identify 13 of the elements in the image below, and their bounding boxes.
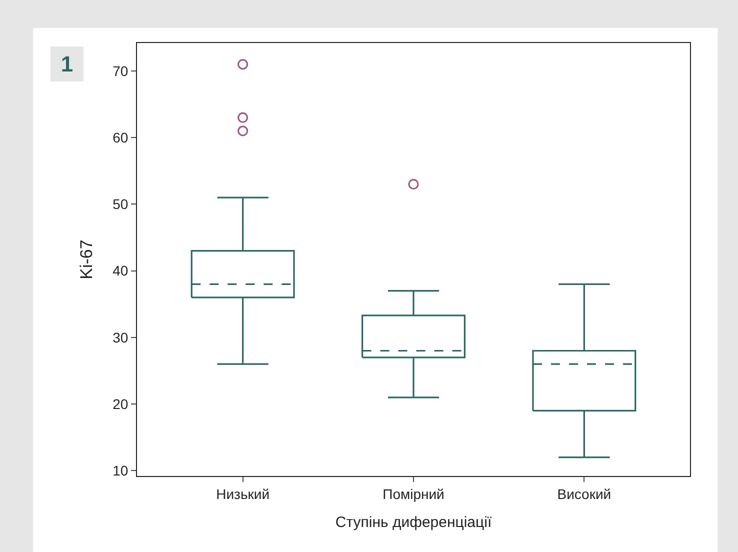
x-tick-label: Високий bbox=[557, 486, 612, 502]
x-tick-label: Низький bbox=[216, 486, 270, 502]
x-tick-label: Помірний bbox=[382, 486, 444, 502]
y-tick-label: 60 bbox=[112, 129, 128, 146]
y-tick-label: 30 bbox=[112, 329, 128, 346]
y-tick-label: 10 bbox=[112, 462, 128, 479]
y-tick-label: 40 bbox=[112, 262, 128, 279]
y-tick-label: 20 bbox=[112, 396, 128, 412]
text: 1 bbox=[60, 52, 74, 76]
y-tick-label: 50 bbox=[112, 196, 128, 212]
x-axis-title: Ступінь диференціації bbox=[335, 514, 492, 531]
y-tick-label: 70 bbox=[112, 62, 128, 79]
y-axis-title: Ki-67 bbox=[77, 240, 96, 280]
